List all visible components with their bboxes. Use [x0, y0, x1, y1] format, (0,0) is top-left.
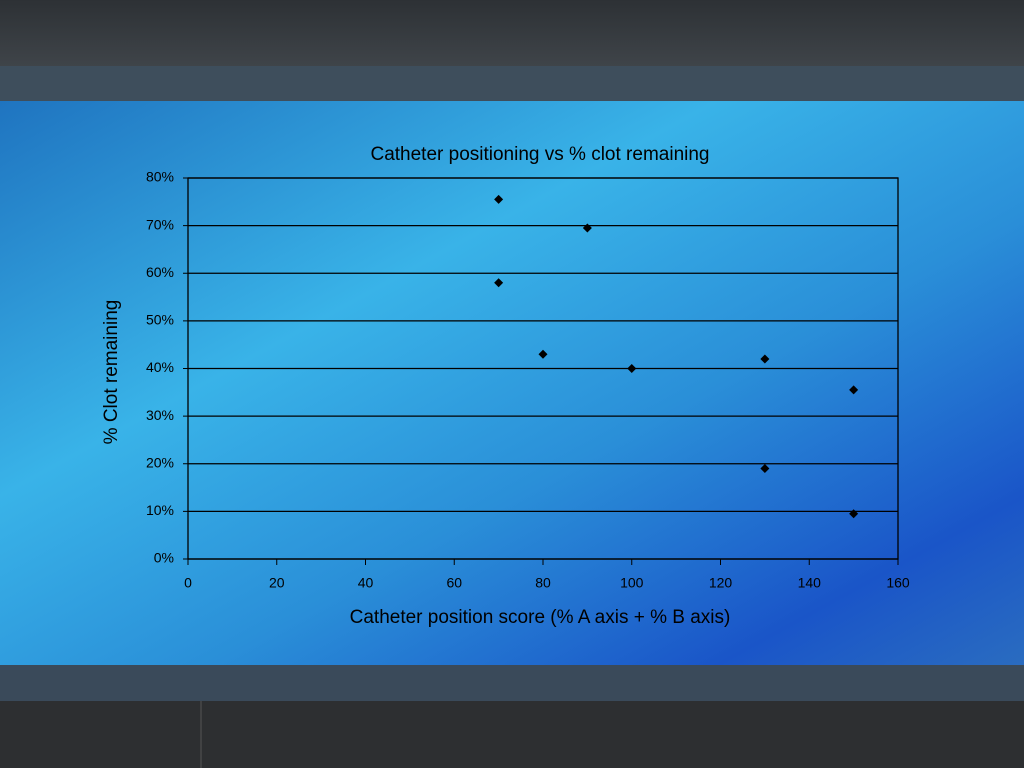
- y-tick-label: 0%: [154, 550, 174, 566]
- y-axis-label: % Clot remaining: [101, 300, 122, 445]
- x-tick-label: 160: [886, 575, 910, 591]
- x-tick-label: 40: [358, 575, 374, 591]
- data-point: [627, 364, 637, 373]
- x-axis-label: Catheter position score (% A axis + % B …: [350, 607, 731, 628]
- data-point: [494, 278, 504, 288]
- y-tick-label: 60%: [146, 264, 174, 280]
- data-point: [760, 464, 770, 474]
- data-point: [760, 354, 770, 364]
- x-tick-label: 0: [184, 575, 192, 591]
- data-point: [494, 194, 504, 204]
- y-tick-label: 50%: [146, 312, 174, 328]
- x-tick-label: 140: [798, 575, 822, 591]
- top-bar: [0, 0, 1024, 66]
- y-tick-label: 80%: [146, 169, 174, 185]
- footer-band: [0, 665, 1024, 701]
- x-tick-label: 100: [620, 575, 644, 591]
- x-tick-label: 80: [535, 575, 551, 591]
- data-point: [849, 385, 859, 395]
- slide-background: [0, 101, 1024, 665]
- data-point: [582, 223, 592, 233]
- x-tick-label: 20: [269, 575, 285, 591]
- data-point: [538, 349, 548, 359]
- chart-title: Catheter positioning vs % clot remaining: [370, 144, 709, 165]
- y-tick-label: 20%: [146, 454, 174, 470]
- bottom-bar: [0, 701, 1024, 768]
- data-point: [849, 509, 859, 519]
- y-tick-label: 30%: [146, 407, 174, 423]
- x-tick-label: 60: [446, 575, 462, 591]
- y-tick-label: 70%: [146, 216, 174, 232]
- y-tick-label: 40%: [146, 359, 174, 375]
- plot-frame: [187, 177, 899, 560]
- y-tick-label: 10%: [146, 502, 174, 518]
- x-tick-label: 120: [709, 575, 733, 591]
- chart: Catheter positioning vs % clot remaining…: [101, 144, 910, 628]
- header-band: [0, 66, 1024, 101]
